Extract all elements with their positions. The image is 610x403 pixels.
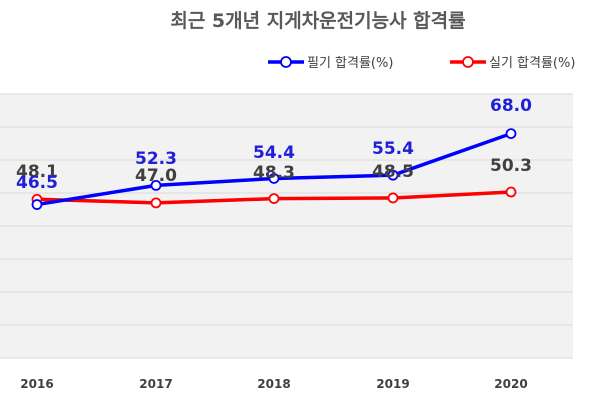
data-point-written xyxy=(387,169,399,181)
data-point-written xyxy=(268,173,280,184)
legend: 필기 합격률(%) 실기 합격률(%) xyxy=(268,56,575,71)
legend-item-written: 필기 합격률(%) xyxy=(268,56,393,71)
data-point-practical xyxy=(150,197,162,209)
legend-dot-practical xyxy=(462,56,474,68)
data-point-practical xyxy=(268,193,280,205)
data-label-practical: 48.5 xyxy=(372,162,414,182)
legend-label-practical: 실기 합격률(%) xyxy=(489,56,575,71)
data-label-written: 46.5 xyxy=(16,173,58,193)
x-tick-label: 2019 xyxy=(376,377,409,391)
data-label-written: 55.4 xyxy=(372,139,414,159)
legend-dot-written xyxy=(280,56,292,68)
data-label-written: 68.0 xyxy=(490,96,532,116)
data-label-practical: 48.3 xyxy=(253,163,295,183)
chart-title: 최근 5개년 지게차운전기능사 합격률 xyxy=(170,10,465,32)
data-point-written xyxy=(150,180,162,191)
data-label-practical: 50.3 xyxy=(490,156,532,176)
series-layer: 48.1 47.0 48.3 48.5 50.3 46.5 52.3 54.4 55.4 68.0 xyxy=(16,96,532,210)
data-point-written xyxy=(31,199,43,210)
legend-item-practical: 실기 합격률(%) xyxy=(450,56,575,71)
gridlines xyxy=(0,93,573,359)
x-tick-label: 2017 xyxy=(139,377,172,391)
data-label-written: 52.3 xyxy=(135,149,177,169)
data-label-practical: 48.1 xyxy=(16,162,58,182)
x-axis-ticks: 2016 2017 2018 2019 2020 xyxy=(20,377,527,391)
data-label-written: 54.4 xyxy=(253,143,295,163)
x-tick-label: 2018 xyxy=(257,377,290,391)
legend-label-written: 필기 합격률(%) xyxy=(307,56,393,71)
data-point-written xyxy=(505,128,517,140)
data-point-practical xyxy=(387,192,399,204)
data-label-practical: 47.0 xyxy=(135,166,177,186)
data-point-practical xyxy=(505,186,517,198)
x-tick-label: 2016 xyxy=(20,377,53,391)
x-tick-label: 2020 xyxy=(494,377,527,391)
